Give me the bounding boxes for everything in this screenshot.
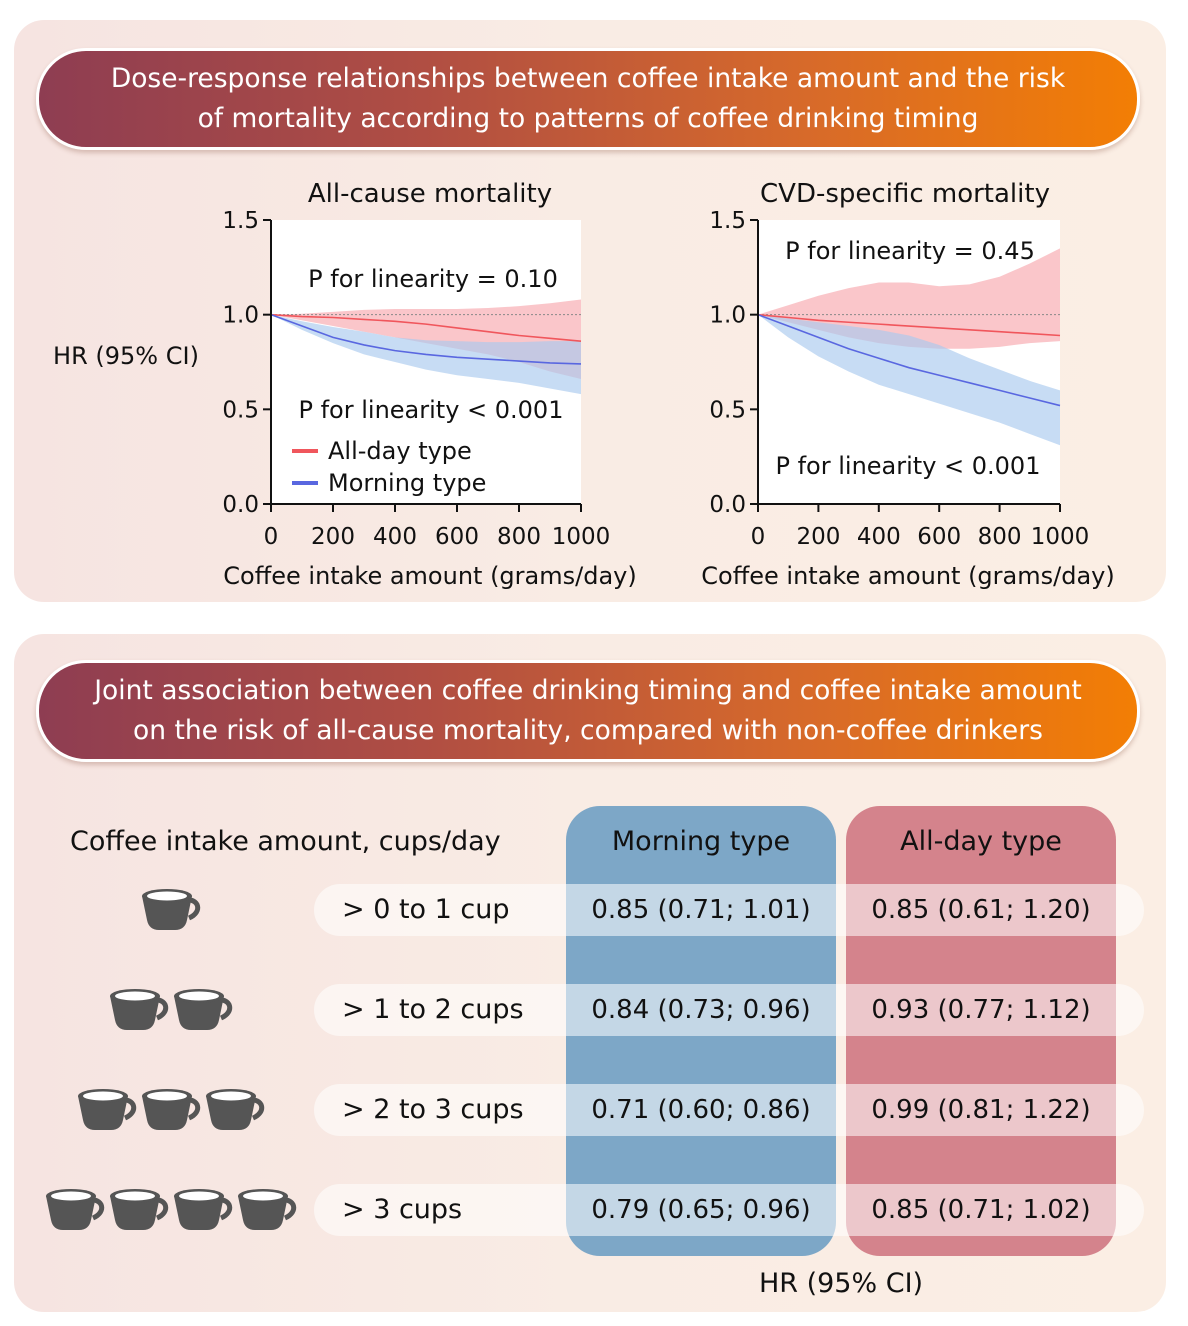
- banner-line: Dose-response relationships between coff…: [110, 63, 1066, 94]
- morning-hr-cell: 0.84 (0.73; 0.96): [591, 995, 811, 1025]
- banner-line: Joint association between coffee drinkin…: [94, 675, 1082, 706]
- intake-label: > 0 to 1 cup: [342, 894, 510, 925]
- morning-hr-cell: 0.71 (0.60; 0.86): [591, 1095, 811, 1125]
- morning-p-annotation: P for linearity < 0.001: [776, 452, 1041, 480]
- table-row: [314, 884, 1144, 936]
- x-tick-label: 1000: [1031, 524, 1090, 550]
- y-tick-label: 0.0: [222, 492, 259, 518]
- intake-column-header: Coffee intake amount, cups/day: [70, 826, 501, 857]
- allday-hr-cell: 0.93 (0.77; 1.12): [871, 995, 1091, 1025]
- hr-footer-label: HR (95% CI): [758, 1268, 924, 1299]
- cup-icons: [43, 1186, 303, 1234]
- table-row: [314, 1084, 1144, 1136]
- allday-type-header: All-day type: [900, 826, 1062, 857]
- intake-label: > 1 to 2 cups: [342, 994, 524, 1025]
- plot-area: 0.0 0.5 1.0 1.5 0 200 400 600 800 1000: [709, 208, 1089, 550]
- allday-hr-cell: 0.99 (0.81; 1.22): [871, 1095, 1091, 1125]
- morning-hr-cell: 0.79 (0.65; 0.96): [591, 1195, 811, 1225]
- legend-morning-label: Morning type: [328, 469, 486, 497]
- morning-p-annotation: P for linearity < 0.001: [299, 396, 564, 424]
- coffee-cup-icon: [206, 1089, 265, 1130]
- ci-band-all-day-type: [271, 299, 581, 380]
- cup-icons: [75, 1086, 271, 1134]
- coffee-cup-icon: [46, 1189, 105, 1230]
- coffee-cup-icon: [238, 1189, 297, 1230]
- intake-label: > 3 cups: [342, 1194, 463, 1225]
- x-tick-label: 800: [497, 524, 541, 550]
- series-line-morning-type: [757, 313, 1061, 407]
- coffee-cup-icon: [110, 1189, 169, 1230]
- ci-band-all-day-type: [758, 248, 1060, 349]
- x-tick-label: 400: [857, 524, 901, 550]
- y-tick-label: 1.5: [709, 208, 746, 234]
- coffee-cup-icon: [174, 989, 233, 1030]
- x-tick-label: 800: [978, 524, 1022, 550]
- x-axis-label: Coffee intake amount (grams/day): [223, 562, 636, 590]
- series-line-all-day-type: [757, 313, 1061, 337]
- y-tick-label: 0.5: [709, 397, 746, 423]
- allday-hr-cell: 0.85 (0.61; 1.20): [871, 895, 1091, 925]
- x-tick-label: 0: [751, 524, 766, 550]
- x-axis-label: Coffee intake amount (grams/day): [701, 562, 1114, 590]
- y-tick-label: 1.5: [222, 208, 259, 234]
- table-row: [314, 1184, 1144, 1236]
- plot-area: 0.0 0.5 1.0 1.5 0 200 400 600 800 1000: [222, 208, 610, 550]
- allday-hr-cell: 0.85 (0.71; 1.02): [871, 1195, 1091, 1225]
- series-line-all-day-type: [270, 313, 582, 342]
- banner-line: on the risk of all-cause mortality, comp…: [133, 715, 1043, 746]
- morning-hr-cell: 0.85 (0.71; 1.01): [591, 895, 811, 925]
- x-tick-label: 400: [373, 524, 417, 550]
- x-tick-label: 1000: [552, 524, 611, 550]
- y-tick-label: 1.0: [709, 303, 746, 329]
- ci-band-morning-type: [758, 314, 1060, 446]
- y-axis-label: HR (95% CI): [53, 342, 199, 370]
- cvd-mortality-chart: CVD-specific mortality 0.0 0.5 1.0 1.5 0 200 4…: [701, 179, 1114, 590]
- x-tick-label: 600: [917, 524, 961, 550]
- y-tick-label: 1.0: [222, 303, 259, 329]
- legend-allday-label: All-day type: [328, 437, 472, 465]
- x-tick-label: 600: [435, 524, 479, 550]
- cup-icons: [107, 986, 239, 1034]
- coffee-cup-icon: [174, 1189, 233, 1230]
- x-tick-label: 200: [311, 524, 355, 550]
- y-tick-label: 0.0: [709, 492, 746, 518]
- cup-icons: [139, 886, 207, 934]
- coffee-cup-icon: [142, 889, 201, 930]
- coffee-cup-icon: [78, 1089, 137, 1130]
- banner-line: of mortality according to patterns of co…: [197, 103, 979, 134]
- chart-title: CVD-specific mortality: [760, 179, 1050, 209]
- dose-response-banner: Dose-response relationships between coff…: [36, 48, 1140, 150]
- table-row: [314, 984, 1144, 1036]
- joint-association-banner: Joint association between coffee drinkin…: [36, 660, 1140, 762]
- series-line-morning-type: [270, 313, 582, 365]
- morning-type-header: Morning type: [611, 826, 791, 857]
- coffee-cup-icon: [110, 989, 169, 1030]
- allday-p-annotation: P for linearity = 0.45: [785, 237, 1035, 265]
- coffee-cup-icon: [142, 1089, 201, 1130]
- x-tick-label: 0: [264, 524, 279, 550]
- chart-title: All-cause mortality: [308, 179, 552, 209]
- allday-p-annotation: P for linearity = 0.10: [308, 265, 558, 293]
- x-tick-label: 200: [796, 524, 840, 550]
- y-tick-label: 0.5: [222, 397, 259, 423]
- intake-label: > 2 to 3 cups: [342, 1094, 524, 1125]
- all-cause-mortality-chart: All-cause mortality HR (95% CI) 0.0 0.5 1.…: [53, 179, 637, 590]
